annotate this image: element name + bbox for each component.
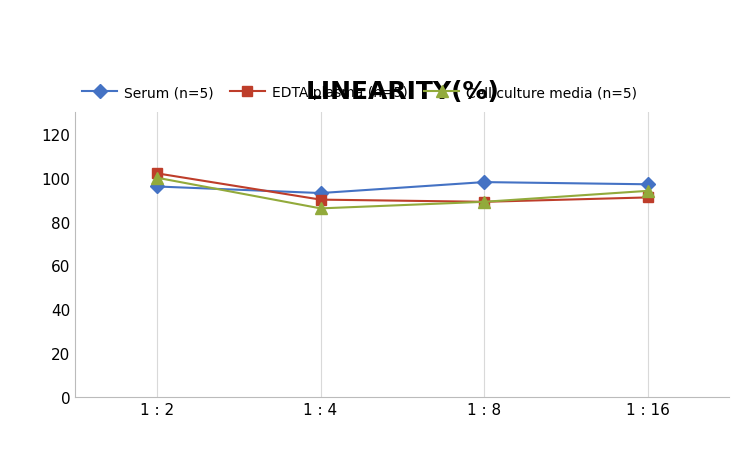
Cell culture media (n=5)	[153, 175, 162, 181]
Cell culture media (n=5)	[316, 206, 325, 212]
EDTA plasma (n=5)	[153, 171, 162, 177]
Serum (n=5)	[480, 180, 489, 185]
Serum (n=5)	[316, 191, 325, 196]
Cell culture media (n=5)	[480, 200, 489, 205]
Line: Cell culture media (n=5): Cell culture media (n=5)	[151, 173, 653, 215]
EDTA plasma (n=5)	[480, 200, 489, 205]
EDTA plasma (n=5)	[643, 195, 652, 201]
Serum (n=5)	[153, 184, 162, 190]
Legend: Serum (n=5), EDTA plasma (n=5), Cell culture media (n=5): Serum (n=5), EDTA plasma (n=5), Cell cul…	[82, 86, 637, 100]
EDTA plasma (n=5)	[316, 198, 325, 203]
Serum (n=5)	[643, 182, 652, 188]
Line: Serum (n=5): Serum (n=5)	[152, 178, 653, 198]
Title: LINEARITY(%): LINEARITY(%)	[305, 80, 499, 104]
Cell culture media (n=5)	[643, 189, 652, 194]
Line: EDTA plasma (n=5): EDTA plasma (n=5)	[152, 169, 653, 207]
